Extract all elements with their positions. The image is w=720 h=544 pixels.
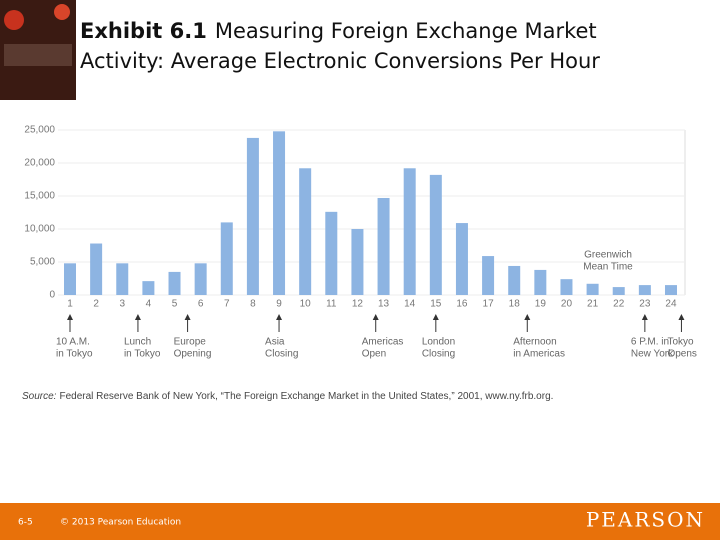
arrowhead	[524, 314, 531, 320]
bar	[246, 137, 259, 295]
x-tick-label: 24	[665, 299, 677, 310]
bar	[612, 287, 625, 295]
page-number: 6-5	[18, 518, 33, 528]
annotation-label: New York	[631, 349, 674, 360]
annotation-label: Open	[362, 349, 386, 360]
annotation-label: Americas	[362, 337, 404, 348]
bar	[534, 269, 547, 295]
lantern	[4, 10, 24, 30]
x-tick-label: 16	[456, 299, 468, 310]
arrowhead	[641, 314, 648, 320]
brand: PEARSON	[586, 508, 705, 532]
y-tick-label: 5,000	[30, 257, 55, 268]
x-tick-label: 6	[198, 299, 204, 310]
axis-note: Mean Time	[583, 262, 633, 273]
arrowhead	[276, 314, 283, 320]
x-tick-label: 21	[587, 299, 599, 310]
x-tick-label: 23	[639, 299, 651, 310]
bar	[142, 281, 155, 295]
x-tick-label: 8	[250, 299, 256, 310]
annotation-label: Closing	[265, 349, 298, 360]
title-line: Activity: Average Electronic Conversions…	[80, 49, 600, 73]
bar	[455, 223, 468, 295]
x-tick-label: 15	[430, 299, 442, 310]
bar	[194, 263, 207, 295]
arrowhead	[134, 314, 141, 320]
arrowhead	[67, 314, 73, 320]
bar	[508, 265, 521, 295]
y-tick-label: 0	[49, 290, 55, 301]
annotation-label: Opening	[174, 349, 212, 360]
annotation-label: in Tokyo	[124, 349, 161, 360]
annotation-label: Opens	[667, 349, 696, 360]
bar	[351, 229, 364, 295]
annotation-label: Closing	[422, 349, 455, 360]
x-tick-label: 19	[535, 299, 547, 310]
footer-bar	[0, 503, 720, 540]
bar	[90, 243, 103, 295]
annotation-label: London	[422, 337, 455, 348]
source-label: Source:	[22, 391, 57, 402]
annotation-label: in Tokyo	[56, 349, 93, 360]
y-tick-label: 10,000	[24, 224, 55, 235]
bar	[403, 168, 416, 295]
annotation-label: Tokyo	[667, 337, 694, 348]
x-tick-label: 14	[404, 299, 416, 310]
annotation-label: in Americas	[513, 349, 565, 360]
bar	[560, 279, 573, 295]
x-tick-label: 5	[172, 299, 178, 310]
annotation-label: Afternoon	[513, 337, 556, 348]
title-line: Exhibit 6.1 Measuring Foreign Exchange Ma…	[80, 19, 597, 43]
x-tick-label: 12	[352, 299, 364, 310]
x-tick-label: 13	[378, 299, 390, 310]
y-tick-label: 25,000	[24, 125, 55, 136]
bar	[429, 174, 442, 295]
x-tick-label: 4	[146, 299, 152, 310]
bar	[116, 263, 129, 295]
bar	[299, 168, 312, 295]
annotation-label: Europe	[174, 337, 207, 348]
x-tick-label: 10	[300, 299, 312, 310]
annotation-label: 10 A.M.	[56, 337, 90, 348]
bar	[664, 285, 677, 295]
source-text: Federal Reserve Bank of New York, “The F…	[59, 391, 553, 402]
arrowhead	[432, 314, 439, 320]
x-tick-label: 2	[93, 299, 99, 310]
arrowhead	[678, 314, 685, 320]
bar	[168, 271, 181, 295]
x-tick-label: 7	[224, 299, 230, 310]
lantern	[54, 4, 70, 20]
arrowhead	[184, 314, 191, 320]
y-tick-label: 20,000	[24, 158, 55, 169]
annotation-label: Lunch	[124, 337, 151, 348]
x-tick-label: 18	[509, 299, 521, 310]
bar	[377, 197, 390, 295]
arrowhead	[372, 314, 379, 320]
x-tick-label: 3	[119, 299, 125, 310]
title-label: Exhibit 6.1	[80, 19, 207, 43]
axis-note: Greenwich	[584, 250, 632, 261]
annotation-label: Asia	[265, 337, 285, 348]
bar	[273, 131, 286, 295]
x-tick-label: 9	[276, 299, 282, 310]
source: Source: Federal Reserve Bank of New York,…	[22, 391, 553, 402]
bar	[325, 211, 338, 295]
title-text: Measuring Foreign Exchange Market	[215, 19, 597, 43]
y-tick-label: 15,000	[24, 191, 55, 202]
bar	[64, 263, 76, 295]
bar	[586, 283, 599, 295]
bar	[482, 256, 495, 295]
x-tick-label: 17	[483, 299, 495, 310]
cover-text-block	[4, 44, 72, 66]
x-tick-label: 1	[67, 299, 73, 310]
x-tick-label: 11	[326, 299, 337, 310]
bar	[638, 285, 651, 295]
bar	[220, 222, 233, 295]
annotation-label: 6 P.M. in	[631, 337, 669, 348]
copyright: © 2013 Pearson Education	[60, 518, 181, 528]
x-tick-label: 20	[561, 299, 573, 310]
x-tick-label: 22	[613, 299, 625, 310]
